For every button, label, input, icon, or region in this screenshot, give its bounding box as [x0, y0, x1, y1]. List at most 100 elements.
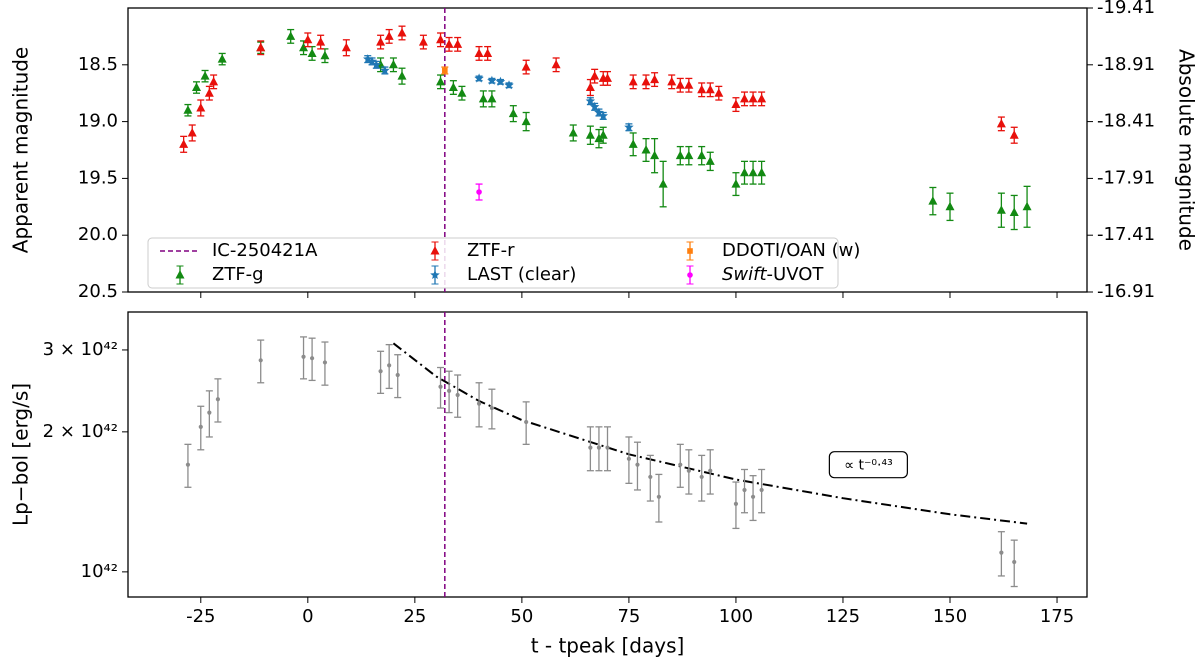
marker [309, 356, 315, 361]
x-tick-label: 25 [403, 606, 426, 627]
marker [286, 31, 296, 40]
marker [684, 150, 694, 160]
marker [388, 59, 398, 69]
marker [478, 93, 488, 103]
y2-tick-label: -17.91 [1097, 167, 1155, 188]
marker [303, 34, 313, 44]
marker [187, 127, 197, 137]
marker [585, 130, 595, 139]
marker [438, 384, 443, 389]
marker [521, 62, 531, 71]
marker [521, 116, 531, 126]
marker [301, 354, 306, 359]
y-tick-label: 18.5 [78, 54, 118, 75]
marker [658, 179, 668, 188]
marker [699, 474, 704, 480]
marker [996, 205, 1006, 214]
marker [999, 550, 1004, 555]
marker [945, 201, 955, 211]
annotation: ∝ t⁻⁰·⁴³ [844, 458, 893, 474]
x-tick-label: 150 [933, 606, 967, 627]
legend-label: LAST (clear) [467, 264, 576, 285]
marker [687, 248, 693, 254]
marker [759, 487, 764, 493]
marker [742, 487, 747, 493]
marker [594, 133, 604, 143]
legend-box [147, 237, 839, 289]
marker [179, 139, 189, 148]
marker [697, 150, 707, 160]
marker [650, 74, 660, 84]
marker [731, 179, 741, 188]
marker [474, 73, 484, 83]
marker [1009, 207, 1019, 216]
marker [598, 130, 608, 139]
x-tick-label: 50 [510, 606, 533, 627]
y-tick-label: 10⁴² [81, 561, 118, 582]
marker [740, 93, 749, 103]
legend-label: IC-250421A [212, 240, 318, 261]
marker [455, 392, 460, 398]
x-tick-label: 125 [826, 606, 860, 627]
marker [686, 468, 691, 473]
legend-label: DDOTI/OAN (w) [722, 240, 860, 261]
y2-tick-label: -18.41 [1097, 111, 1155, 132]
legend-label: ZTF-r [467, 240, 515, 261]
marker [928, 196, 938, 205]
marker [508, 108, 518, 118]
marker [1009, 130, 1019, 139]
y2-tick-label: -17.41 [1097, 224, 1155, 245]
marker [436, 34, 446, 44]
marker [687, 272, 693, 278]
marker [733, 501, 739, 506]
marker [605, 445, 610, 450]
y2-tick-label: -16.91 [1097, 281, 1155, 302]
x-tick-label: 100 [719, 606, 753, 627]
y-tick-label: 2 × 10⁴² [43, 421, 118, 442]
marker [624, 122, 634, 132]
y2-tick-label: -18.91 [1097, 54, 1155, 75]
marker [444, 39, 454, 48]
marker [705, 84, 715, 94]
marker [453, 39, 463, 48]
marker [483, 48, 493, 57]
marker [603, 73, 612, 82]
marker [442, 67, 448, 74]
marker [320, 50, 330, 60]
marker [380, 65, 390, 75]
marker [675, 80, 685, 89]
marker [757, 167, 767, 177]
fit-line [392, 342, 1028, 525]
legend-label-rest: -UVOT [767, 264, 825, 285]
marker [387, 363, 392, 368]
marker [596, 445, 602, 450]
marker [185, 462, 191, 467]
marker [748, 167, 758, 177]
y2-tick-label: -19.41 [1097, 0, 1155, 18]
marker [748, 93, 758, 103]
legend-label-italic: Swift [722, 264, 767, 285]
marker [418, 37, 428, 46]
marker [376, 37, 386, 46]
marker [585, 82, 595, 92]
marker [641, 145, 651, 154]
marker [750, 494, 756, 499]
marker [524, 419, 529, 425]
plot-frame [127, 7, 1088, 293]
marker [697, 84, 707, 94]
marker [714, 88, 724, 97]
marker [590, 71, 600, 80]
plot-frame [127, 311, 1088, 598]
marker [1022, 201, 1032, 211]
marker [397, 27, 407, 37]
marker [322, 360, 328, 365]
marker [307, 48, 317, 57]
marker [395, 372, 400, 378]
marker [397, 71, 407, 80]
marker [675, 150, 685, 160]
marker [316, 37, 326, 46]
marker [487, 93, 497, 103]
marker [200, 71, 210, 80]
y-tick-label: 20.5 [78, 281, 118, 302]
